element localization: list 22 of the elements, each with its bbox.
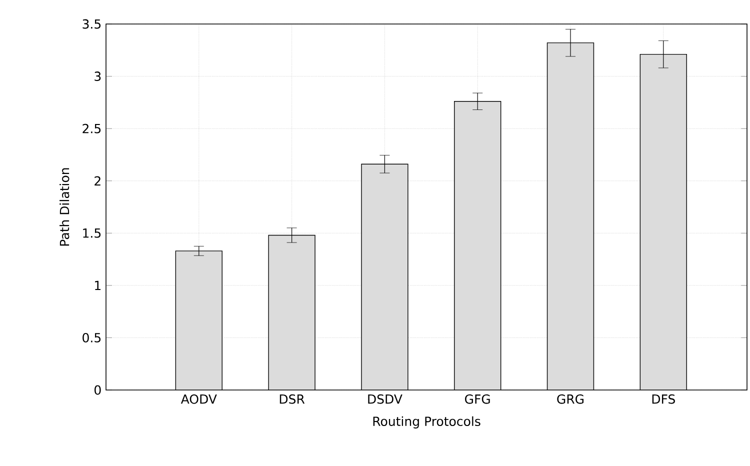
y-tick-label: 2.5 <box>82 124 101 134</box>
y-tick-label: 0.5 <box>82 332 101 342</box>
x-tick-label: AODV <box>180 394 217 404</box>
bar <box>268 234 316 390</box>
x-tick-label: DFS <box>652 394 675 404</box>
x-axis-title: Routing Protocols <box>373 416 480 428</box>
bar <box>361 164 408 390</box>
y-tick-label: 0 <box>94 385 101 395</box>
x-tick-label: DSDV <box>368 394 402 404</box>
y-tick-label: 1 <box>95 280 100 290</box>
y-tick-label: 3 <box>94 72 101 82</box>
x-tick-label: GRG <box>557 394 584 404</box>
x-tick-label: DSR <box>280 394 305 404</box>
bar <box>546 42 594 390</box>
bar <box>640 54 687 390</box>
bar <box>454 101 502 390</box>
y-tick-label: 3.5 <box>82 19 101 29</box>
x-tick-label: GFG <box>465 394 490 404</box>
y-tick-label: 2 <box>94 176 100 186</box>
y-axis-title: Path Dilation <box>60 168 70 246</box>
bar <box>175 250 222 390</box>
y-tick-label: 1.5 <box>83 228 101 238</box>
